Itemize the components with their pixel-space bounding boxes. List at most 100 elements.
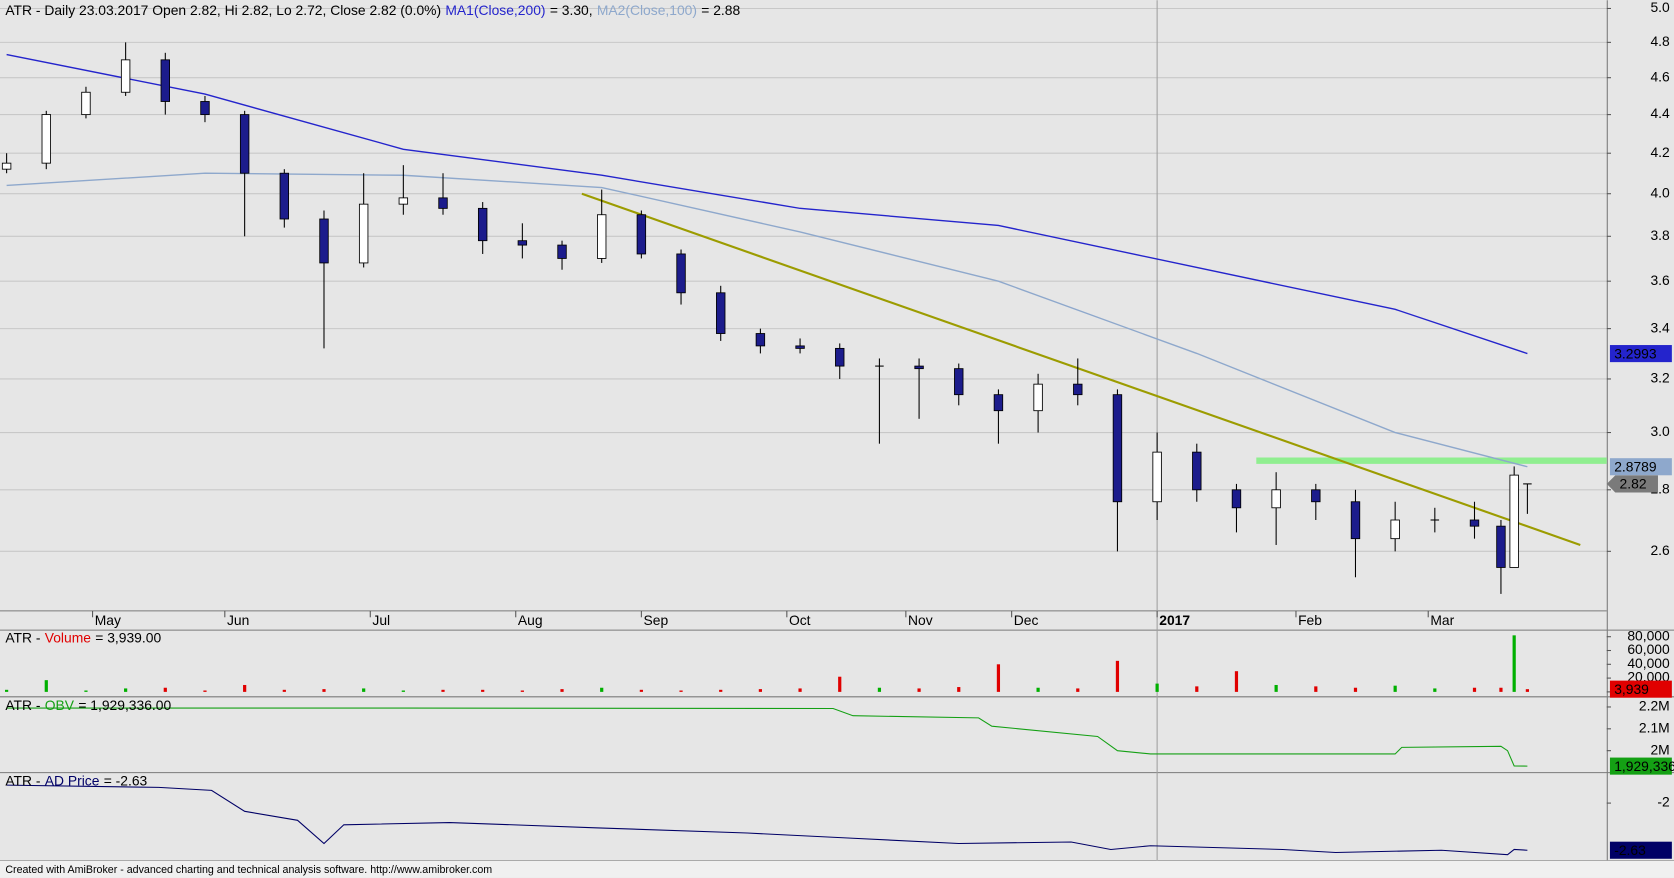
y-tick-label: 2.1M <box>1639 719 1670 735</box>
volume-bar <box>520 690 524 692</box>
x-tick-label: Jun <box>227 612 249 628</box>
volume-bar <box>1353 687 1358 692</box>
candle-body <box>398 197 409 205</box>
y-tick-label: 3.2 <box>1650 370 1670 386</box>
last-value: -2.63 <box>1614 842 1646 858</box>
pane-title: ATR - Volume = 3,939.00 <box>5 629 161 645</box>
volume-bar <box>1076 688 1080 692</box>
y-tick-label: 4.6 <box>1650 68 1670 84</box>
last-value-box <box>1609 680 1672 698</box>
legend-value: = 3,939.00 <box>95 629 161 645</box>
legend-value: = -2.63 <box>104 772 148 788</box>
footer: Created with AmiBroker - advanced charti… <box>5 864 492 876</box>
candle-body <box>636 214 647 255</box>
candle-body <box>279 172 290 220</box>
x-tick-label: Dec <box>1014 612 1039 628</box>
candle-body <box>1152 451 1162 503</box>
legend-value: = 2.88 <box>701 2 740 18</box>
title: ATR - Daily 23.03.2017 Open 2.82, Hi 2.8… <box>5 2 441 18</box>
candle-body <box>597 214 607 259</box>
volume-bar <box>1499 687 1503 692</box>
volume-bar <box>1472 687 1477 692</box>
x-tick-label: May <box>95 612 121 628</box>
volume-bar <box>282 689 286 692</box>
volume-bar <box>719 689 723 692</box>
volume-bar <box>44 680 48 692</box>
y-tick-label: -2 <box>1657 794 1670 810</box>
volume-bar <box>124 688 128 692</box>
volume-bar <box>679 690 683 692</box>
volume-bar <box>1195 686 1199 692</box>
volume-bar <box>322 689 326 692</box>
candle-body <box>1231 489 1242 509</box>
last-value: 1,929,336 <box>1614 758 1674 774</box>
x-tick-label: Nov <box>908 612 933 628</box>
volume-bar <box>838 676 842 692</box>
legend-value: = 3.30, <box>550 2 593 18</box>
ticker: ATR - <box>5 629 40 645</box>
candle-body <box>319 218 329 264</box>
candle-body <box>1350 501 1361 540</box>
y-tick-label: 3.0 <box>1650 423 1670 439</box>
candle-body <box>835 347 845 367</box>
ma-line <box>6 53 1528 355</box>
candle-body <box>1469 519 1480 527</box>
y-tick-label: 3.6 <box>1650 272 1670 288</box>
volume-bar <box>996 664 1001 692</box>
last-value: 3,939 <box>1614 681 1649 697</box>
indicator-line <box>6 707 1528 767</box>
candle-body <box>160 59 171 102</box>
volume-bar <box>1234 671 1239 692</box>
volume-bar <box>1155 683 1159 692</box>
volume-bar <box>1314 686 1318 692</box>
candle-body <box>120 59 131 93</box>
trendline <box>581 192 1581 546</box>
volume-bar <box>441 689 445 692</box>
ticker: ATR - <box>5 697 40 713</box>
candle-body <box>914 365 924 370</box>
candle-body <box>795 345 805 349</box>
volume-bar <box>362 688 366 692</box>
volume-bar <box>917 688 921 692</box>
volume-bar <box>877 687 882 692</box>
volume-bar <box>203 690 207 692</box>
last-value-box <box>1609 757 1672 775</box>
last-value-box <box>1609 458 1672 476</box>
candle-body <box>716 292 726 334</box>
y-tick-label: 5.0 <box>1650 0 1670 15</box>
last-value-box <box>1609 345 1672 363</box>
pane-title: ATR - Daily 23.03.2017 Open 2.82, Hi 2.8… <box>5 2 740 18</box>
legend-name: MA2(Close,100) <box>597 2 697 18</box>
x-tick-label: Oct <box>789 612 811 628</box>
legend-name: Volume <box>45 629 92 645</box>
volume-bar <box>1115 660 1120 692</box>
close-box <box>1606 475 1658 493</box>
candle-body <box>755 333 766 347</box>
volume-bar <box>1393 685 1397 692</box>
volume-bar <box>163 687 167 692</box>
volume-bar <box>1525 689 1529 692</box>
legend-name: OBV <box>45 697 75 713</box>
candle-body <box>954 368 964 396</box>
volume-bar <box>401 690 405 692</box>
y-tick-label: 4.8 <box>1650 33 1670 49</box>
volume-bar <box>639 689 643 692</box>
pane-title: ATR - OBV = 1,929,336.00 <box>5 697 171 713</box>
x-tick-label: Mar <box>1430 612 1454 628</box>
candle-body <box>200 101 210 116</box>
y-tick-label: 3.4 <box>1650 319 1670 335</box>
y-tick-label: 4.4 <box>1650 105 1670 121</box>
x-tick-label: Feb <box>1298 612 1322 628</box>
candle-body <box>239 114 250 174</box>
x-tick-label: Jul <box>372 612 390 628</box>
candle-body <box>517 240 528 246</box>
candle-body <box>41 114 51 164</box>
x-tick-label: 2017 <box>1159 612 1190 628</box>
volume-bar <box>1274 684 1278 692</box>
candle-body <box>1496 525 1506 568</box>
legend-value: = 1,929,336.00 <box>78 697 171 713</box>
volume-bar <box>481 689 485 692</box>
